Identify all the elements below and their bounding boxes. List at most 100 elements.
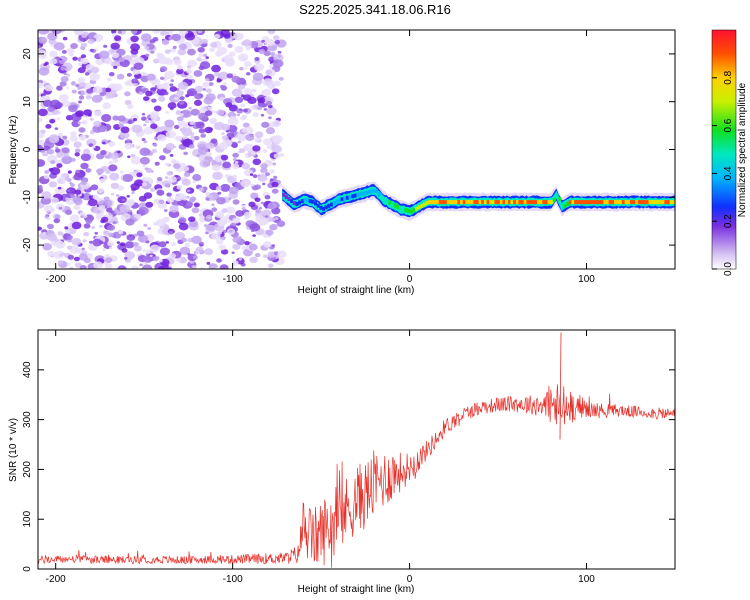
noise-speck: [271, 120, 282, 128]
noise-speck: [124, 99, 132, 106]
colorbar-tick-label: 0.0: [723, 262, 734, 276]
noise-speck: [151, 98, 157, 103]
ridge-core-cell: [337, 198, 341, 203]
noise-speck: [63, 72, 67, 75]
noise-speck: [45, 124, 52, 129]
noise-speck: [126, 73, 132, 77]
noise-speck: [168, 209, 180, 219]
noise-speck: [197, 146, 209, 155]
ridge-core-cell: [659, 200, 663, 205]
spectrogram-y-label: Frequency (Hz): [8, 116, 19, 185]
noise-speck: [70, 157, 76, 162]
noise-speck: [144, 119, 150, 124]
noise-speck: [99, 224, 103, 228]
ridge-core-cell: [425, 201, 429, 205]
noise-speck: [94, 231, 98, 235]
noise-speck: [252, 107, 256, 110]
noise-speck: [262, 254, 268, 258]
noise-speck: [269, 178, 274, 182]
noise-speck: [54, 127, 59, 130]
ridge-core-cell: [664, 200, 668, 205]
ridge-core-cell: [290, 199, 294, 204]
noise-speck: [75, 110, 85, 117]
noise-speck: [112, 115, 120, 121]
noise-speck: [185, 94, 190, 98]
snr-y-label: SNR (10 * v/v): [8, 418, 19, 482]
noise-speck: [145, 90, 153, 97]
noise-speck: [60, 76, 69, 83]
noise-speck: [90, 184, 99, 191]
noise-speck: [189, 121, 195, 126]
ridge-core-cell: [539, 200, 543, 205]
noise-speck: [263, 50, 271, 57]
noise-speck: [159, 66, 168, 72]
ridge-core-cell: [300, 199, 304, 204]
noise-speck: [105, 90, 117, 99]
noise-speck: [232, 217, 241, 224]
noise-speck: [79, 265, 87, 269]
noise-speck: [192, 180, 197, 184]
noise-speck: [107, 212, 112, 216]
noise-speck: [105, 170, 111, 174]
noise-speck: [262, 78, 274, 87]
noise-speck: [273, 175, 278, 180]
noise-speck: [252, 158, 262, 166]
noise-speck: [49, 58, 58, 65]
noise-speck: [158, 266, 165, 269]
noise-speck: [73, 204, 81, 211]
y-tick-label: 200: [22, 461, 33, 478]
noise-speck: [278, 153, 285, 157]
noise-speck: [231, 163, 240, 170]
ridge-core-cell: [295, 202, 299, 206]
noise-speck: [271, 181, 279, 188]
noise-speck: [216, 258, 222, 263]
noise-speck: [59, 81, 67, 87]
noise-speck: [191, 265, 197, 269]
noise-speck: [89, 117, 94, 121]
noise-speck: [137, 234, 149, 243]
noise-speck: [271, 188, 279, 194]
noise-speck: [78, 100, 82, 104]
noise-speck: [88, 143, 94, 148]
noise-speck: [111, 52, 120, 59]
noise-speck: [124, 256, 128, 260]
noise-speck: [168, 264, 173, 268]
noise-speck: [106, 207, 113, 213]
noise-speck: [234, 96, 244, 104]
noise-speck: [236, 113, 240, 117]
noise-speck: [38, 226, 42, 231]
ridge-core-cell: [648, 200, 652, 205]
ridge-core-cell: [590, 200, 594, 205]
noise-speck: [202, 53, 207, 57]
noise-speck: [239, 66, 244, 71]
noise-speck: [270, 52, 276, 56]
noise-speck: [57, 177, 67, 185]
noise-speck: [166, 192, 172, 197]
noise-speck: [252, 112, 260, 118]
y-tick-label: 100: [22, 510, 33, 527]
noise-speck: [225, 206, 236, 214]
noise-speck: [71, 120, 81, 128]
noise-speck: [141, 112, 146, 116]
noise-speck: [174, 124, 180, 130]
noise-speck: [108, 72, 115, 77]
noise-speck: [65, 197, 70, 201]
noise-speck: [47, 223, 54, 230]
noise-speck: [196, 57, 202, 62]
noise-speck: [197, 47, 205, 53]
noise-speck: [162, 85, 168, 90]
noise-speck: [267, 30, 276, 35]
noise-speck: [187, 253, 198, 262]
noise-speck: [135, 145, 141, 150]
ridge-core-cell: [324, 205, 328, 210]
noise-speck: [257, 106, 263, 111]
colorbar-ticks: 0.0 0.2 0.4 0.6 0.8: [712, 70, 734, 276]
noise-speck: [119, 130, 130, 139]
noise-speck: [94, 110, 102, 117]
noise-speck: [238, 258, 242, 261]
noise-speck: [249, 243, 258, 251]
noise-speck: [258, 48, 266, 55]
noise-speck: [142, 165, 146, 168]
noise-speck: [254, 57, 260, 61]
ridge-core-cell: [513, 200, 517, 205]
